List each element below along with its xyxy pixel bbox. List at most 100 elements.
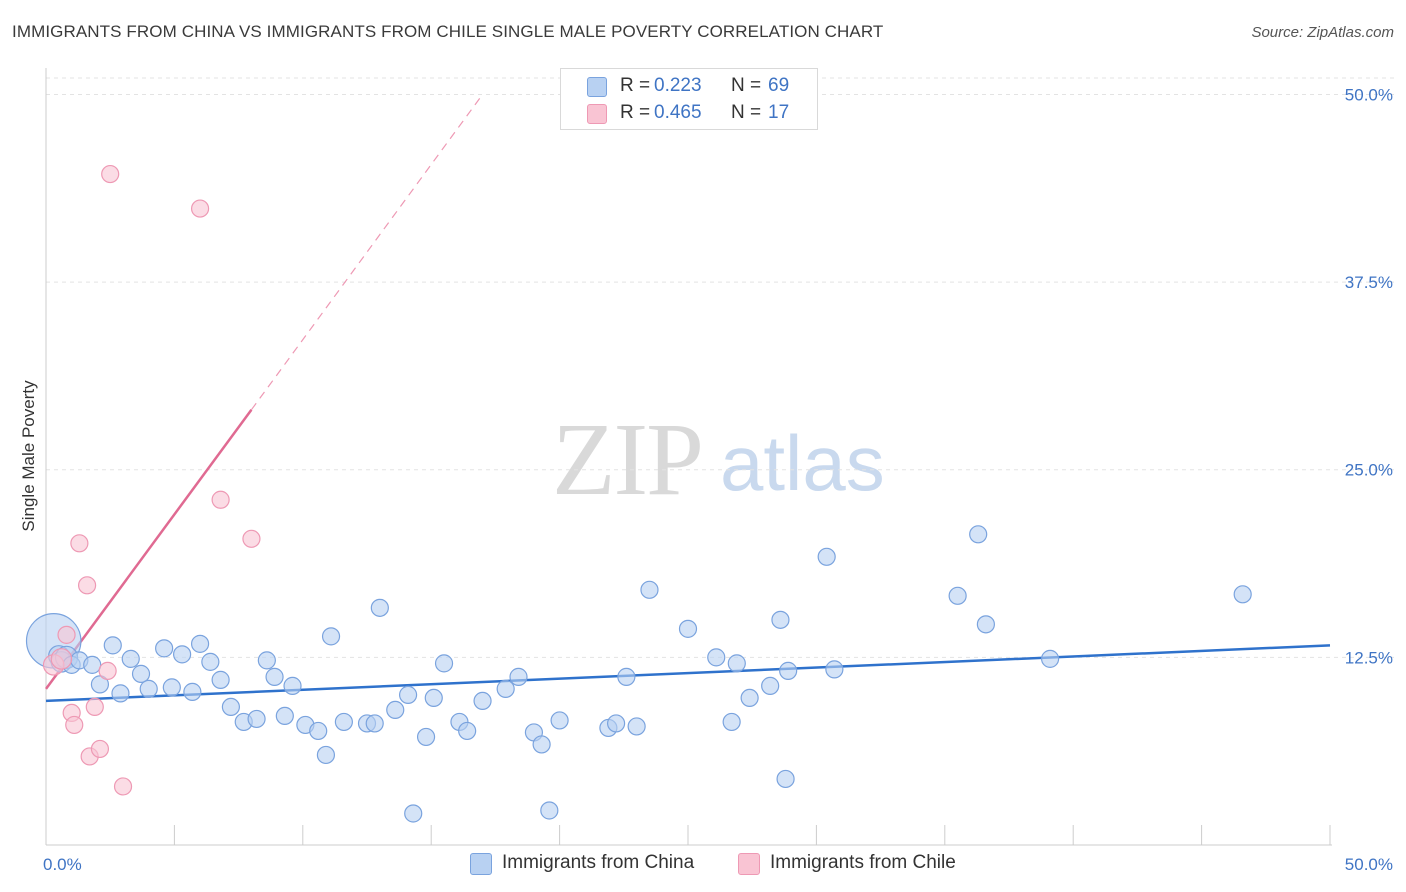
china-point xyxy=(434,654,454,673)
china-point xyxy=(540,801,559,820)
china-point xyxy=(707,648,726,667)
china-point xyxy=(825,660,844,679)
y-axis-title: Single Male Poverty xyxy=(19,380,38,532)
china-point xyxy=(183,682,202,701)
china-point xyxy=(201,652,220,671)
chile-point xyxy=(50,648,73,670)
china-point xyxy=(740,688,759,708)
china-point xyxy=(1233,585,1252,604)
china-point xyxy=(776,769,795,789)
china-point xyxy=(496,679,515,698)
chile-legend-label: Immigrants from Chile xyxy=(770,852,956,873)
chile-legend-swatch xyxy=(738,853,760,875)
n-label: N = xyxy=(731,102,762,123)
china-point xyxy=(365,714,384,733)
y-tick-label: 12.5% xyxy=(1345,648,1393,667)
china-point xyxy=(532,735,551,754)
china-point xyxy=(416,727,436,747)
china-point xyxy=(309,721,328,741)
china-point xyxy=(771,610,790,629)
grid-lines xyxy=(46,77,1395,658)
china-point xyxy=(283,676,302,695)
x-tick-label-min: 0.0% xyxy=(43,855,82,874)
china-point xyxy=(257,651,276,670)
china-n-value: 69 xyxy=(768,75,790,96)
china-point xyxy=(817,547,836,566)
china-point xyxy=(627,717,646,736)
china-point xyxy=(640,580,659,599)
china-legend-label: Immigrants from China xyxy=(502,852,695,873)
china-point xyxy=(761,676,780,695)
china-point xyxy=(275,706,294,726)
n-label: N = xyxy=(731,75,762,96)
chart-title: IMMIGRANTS FROM CHINA VS IMMIGRANTS FROM… xyxy=(12,22,884,41)
chile-point xyxy=(85,697,104,717)
china-point xyxy=(398,685,418,704)
china-point xyxy=(617,667,636,686)
china-point xyxy=(370,598,389,617)
chile-n-value: 17 xyxy=(768,102,790,123)
china-point xyxy=(316,745,336,765)
china-point xyxy=(90,675,110,694)
trendlines xyxy=(44,94,1331,703)
chile-r-value: 0.465 xyxy=(654,102,702,123)
china-point xyxy=(779,661,798,680)
china-point xyxy=(121,649,140,668)
y-tick-label: 50.0% xyxy=(1345,85,1393,104)
china-point xyxy=(727,654,746,673)
china-point xyxy=(458,721,477,741)
chile-point xyxy=(211,490,230,509)
source-credit: Source: ZipAtlas.com xyxy=(1251,24,1394,41)
china-point xyxy=(265,667,284,686)
correlation-legend: R = 0.223 N = 69 R = 0.465 N = 17 xyxy=(560,68,818,130)
china-legend-swatch xyxy=(470,853,492,875)
chile-swatch xyxy=(587,104,607,124)
chile-point xyxy=(101,164,120,184)
chile-point xyxy=(98,661,117,680)
china-point xyxy=(131,664,151,683)
chile-point xyxy=(57,625,76,644)
chile-point xyxy=(70,534,89,553)
chile-trendline-extension xyxy=(250,94,484,411)
china-point xyxy=(678,619,698,638)
china-point xyxy=(221,697,240,717)
chile-point xyxy=(77,576,97,595)
china-point xyxy=(111,684,130,703)
china-point xyxy=(976,615,995,634)
tick-labels: 12.5% 25.0% 37.5% 50.0% 0.0% 50.0% Single Male… xyxy=(19,85,1393,874)
china-point xyxy=(83,655,102,674)
chile-point xyxy=(190,199,210,218)
china-point xyxy=(173,645,192,664)
watermark-zip: ZIP xyxy=(552,402,704,517)
chile-point xyxy=(242,529,261,548)
china-point xyxy=(722,712,741,732)
china-point xyxy=(386,700,405,720)
china-point xyxy=(948,586,967,605)
china-point xyxy=(103,636,122,655)
china-point xyxy=(473,691,492,711)
china-point xyxy=(247,709,266,729)
china-point xyxy=(1040,649,1060,668)
data-points xyxy=(25,164,1252,823)
r-label: R = xyxy=(620,102,651,123)
china-point xyxy=(550,711,569,730)
axes xyxy=(45,68,1332,846)
china-point xyxy=(321,627,341,646)
chile-point xyxy=(65,715,84,735)
y-tick-label: 25.0% xyxy=(1345,461,1393,480)
china-point xyxy=(162,678,181,697)
chile-point xyxy=(113,777,133,796)
china-point xyxy=(334,712,353,732)
china-point xyxy=(139,679,158,698)
china-point xyxy=(424,688,443,708)
china-point xyxy=(509,667,528,686)
china-trendline xyxy=(45,644,1331,703)
r-label: R = xyxy=(620,75,651,96)
china-point xyxy=(211,670,230,689)
china-swatch xyxy=(587,77,607,97)
chile-point xyxy=(90,739,110,759)
y-tick-label: 37.5% xyxy=(1345,273,1393,292)
x-tick-label-max: 50.0% xyxy=(1345,855,1393,874)
china-point xyxy=(404,804,423,823)
